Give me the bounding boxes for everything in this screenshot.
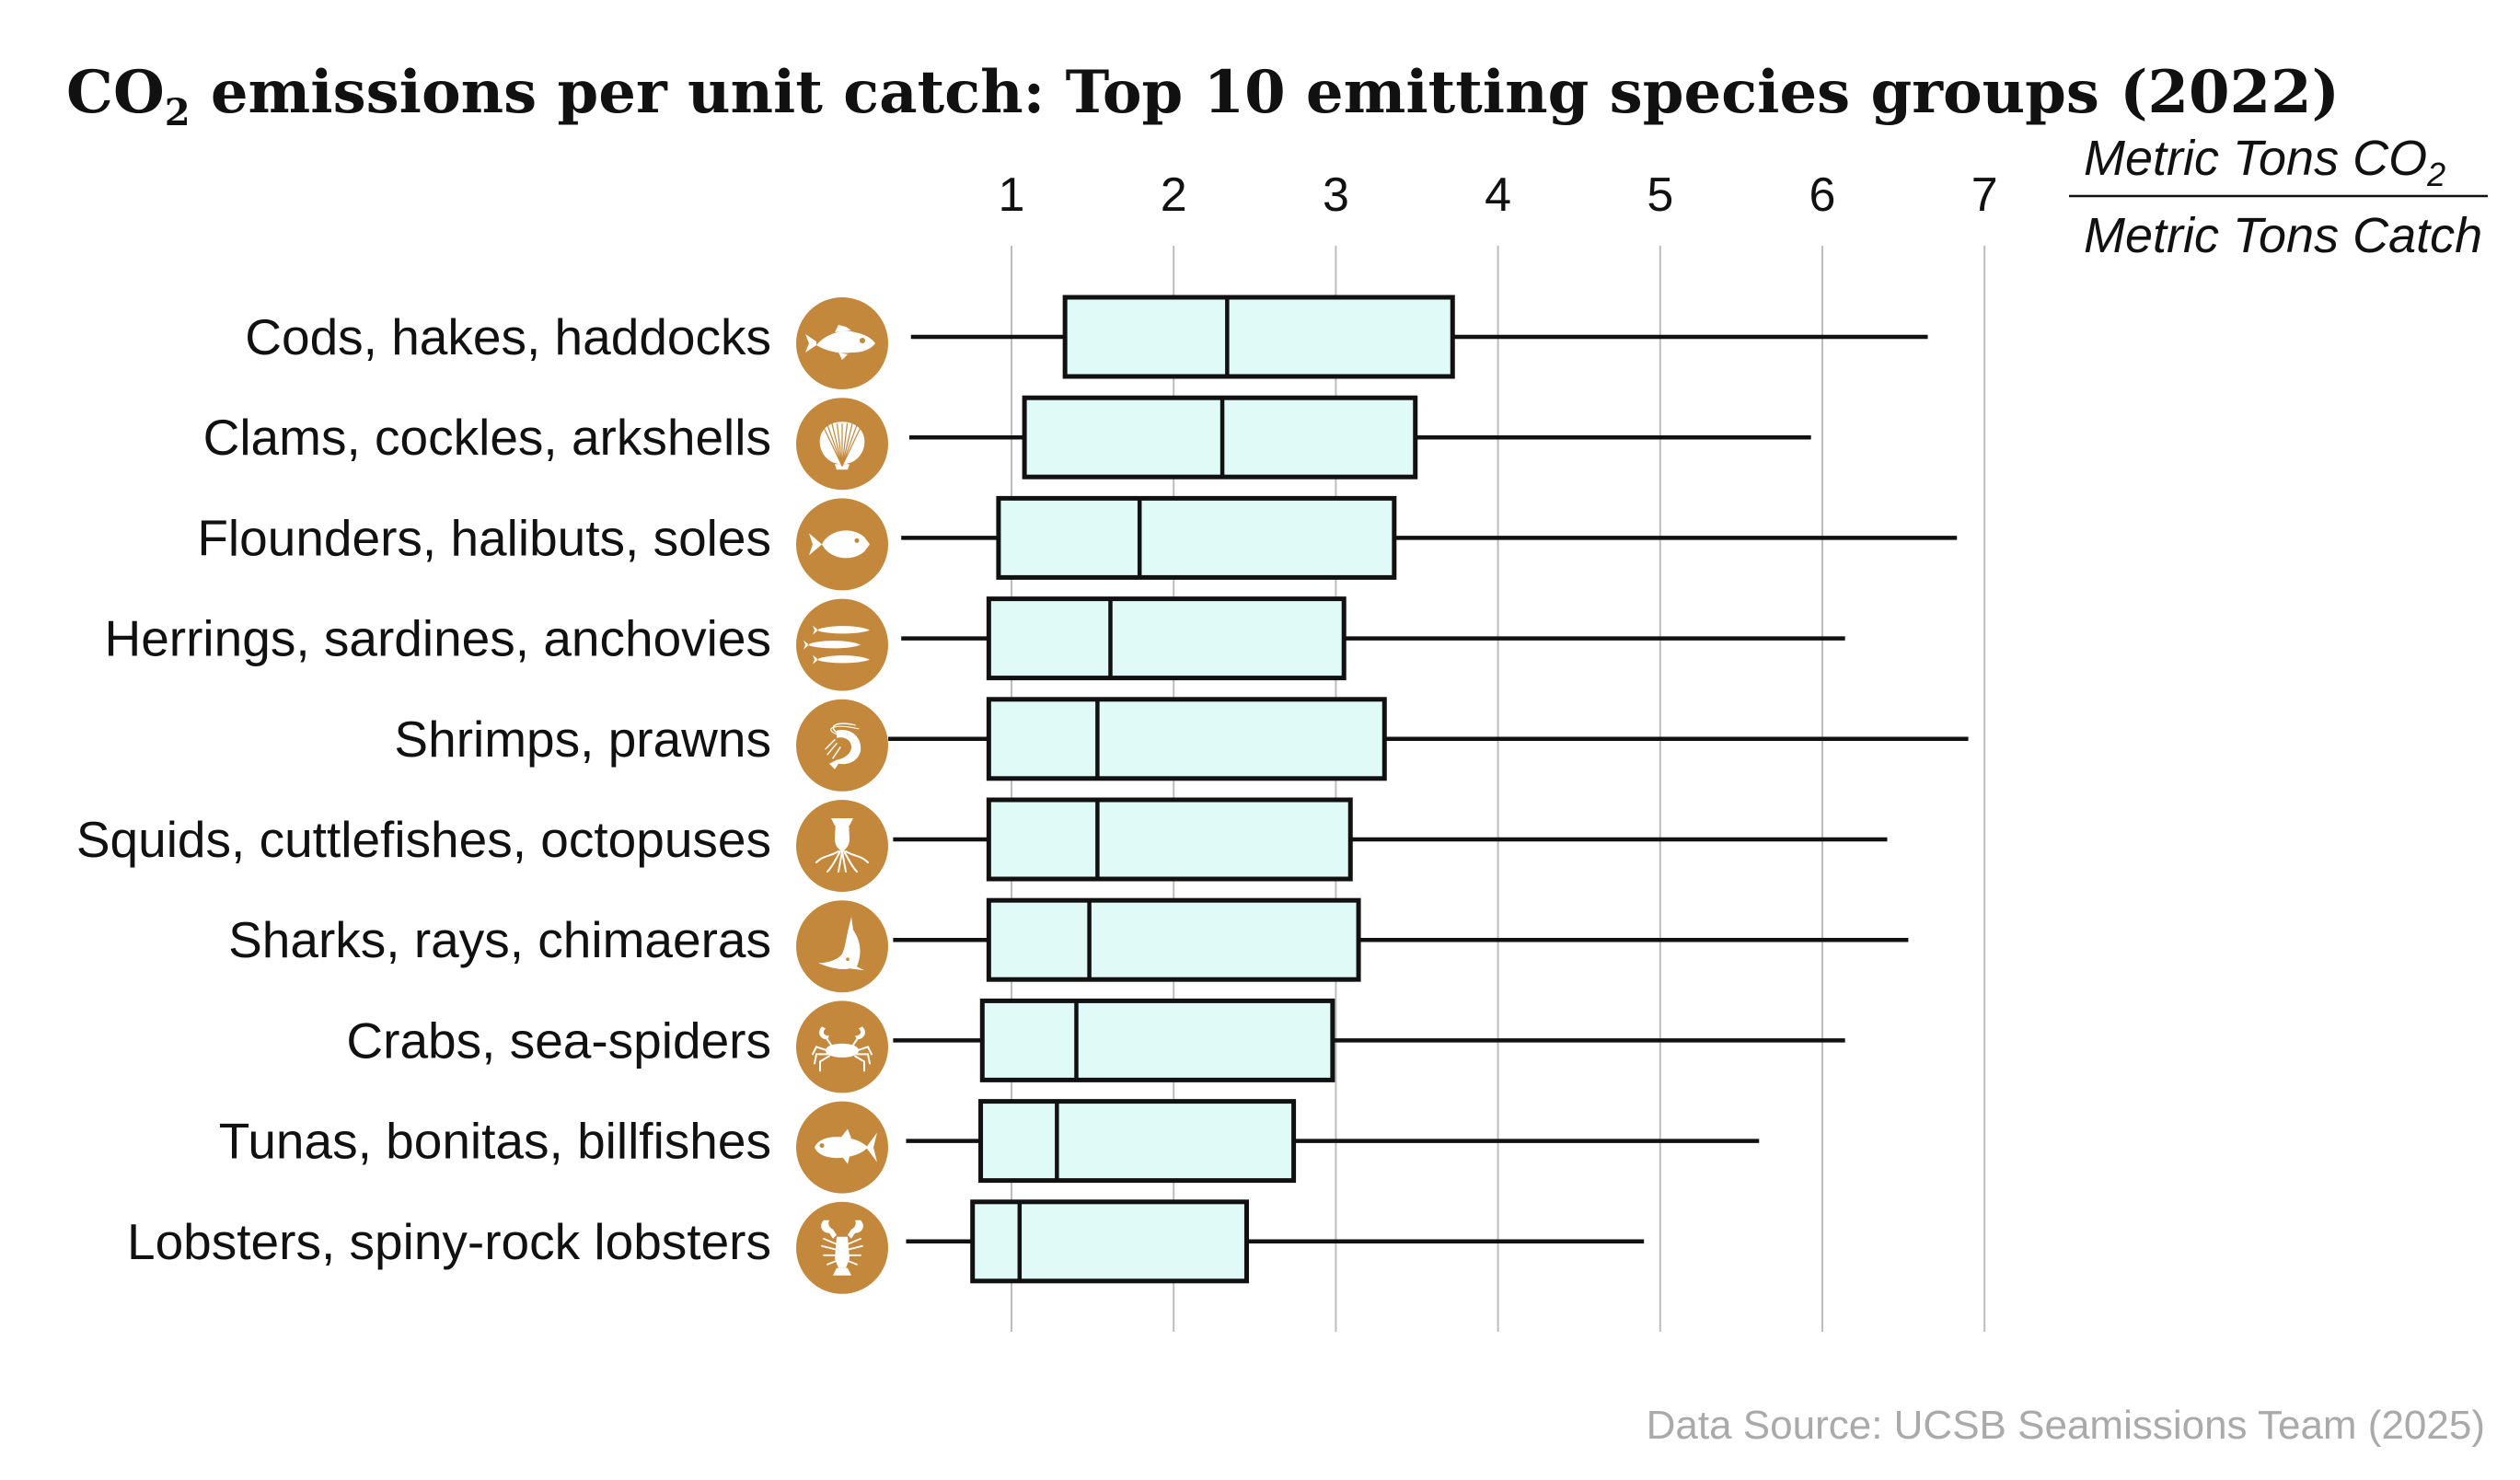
- iqr-box: [986, 897, 1361, 982]
- unit-numerator: Metric Tons CO2: [2084, 131, 2445, 193]
- unit-label: Metric Tons CO2 Metric Tons Catch: [2069, 131, 2488, 263]
- unit-numerator-text: Metric Tons CO: [2084, 131, 2427, 186]
- category-label: Flounders, halibuts, soles: [197, 509, 771, 566]
- box-row: Tunas, bonitas, billfishes: [219, 1099, 1760, 1194]
- box-row: Sharks, rays, chimaeras: [228, 897, 1909, 993]
- tuna-icon: [796, 1101, 888, 1194]
- box-row: Clams, cockles, arkshells: [203, 395, 1811, 491]
- clam-shell-icon: [796, 398, 888, 491]
- box-row: Squids, cuttlefishes, octopuses: [76, 797, 1888, 892]
- category-label: Lobsters, spiny-rock lobsters: [127, 1213, 771, 1270]
- category-label: Herrings, sardines, anchovies: [104, 610, 771, 667]
- squid-icon: [796, 800, 888, 892]
- box-row: Shrimps, prawns: [394, 697, 1969, 792]
- title-co-text: CO: [66, 58, 165, 127]
- x-tick-label: 6: [1809, 168, 1836, 222]
- category-label: Sharks, rays, chimaeras: [228, 911, 771, 968]
- box-row: Lobsters, spiny-rock lobsters: [127, 1199, 1645, 1294]
- category-label: Crabs, sea-spiders: [346, 1012, 771, 1069]
- chart-title: CO2 emissions per unit catch: Top 10 emi…: [66, 58, 2340, 134]
- x-tick-label: 4: [1485, 168, 1511, 222]
- shrimp-icon: [796, 699, 888, 792]
- crab-icon: [796, 1000, 888, 1093]
- herring-fish-icon: [796, 598, 888, 691]
- iqr-box: [979, 998, 1335, 1082]
- title-subscript: 2: [165, 91, 191, 134]
- x-tick-label: 7: [1971, 168, 1998, 222]
- unit-denominator: Metric Tons Catch: [2084, 208, 2482, 263]
- x-tick-label: 2: [1161, 168, 1187, 222]
- cod-fish-icon: [796, 297, 888, 389]
- iqr-box: [1062, 295, 1455, 379]
- flounder-fish-icon: [796, 498, 888, 591]
- lobster-icon: [796, 1201, 888, 1294]
- x-tick-label: 3: [1323, 168, 1349, 222]
- iqr-box: [978, 1099, 1297, 1184]
- iqr-box: [986, 596, 1347, 681]
- x-tick-label: 5: [1647, 168, 1673, 222]
- iqr-box: [986, 797, 1353, 882]
- box-row: Cods, hakes, haddocks: [245, 295, 1928, 389]
- x-tick-label: 1: [999, 168, 1025, 222]
- category-label: Shrimps, prawns: [394, 711, 771, 768]
- category-label: Clams, cockles, arkshells: [203, 409, 771, 466]
- x-axis-ticks: 1 2 3 4 5 6 7: [999, 168, 1998, 222]
- title-rest-text: emissions per unit catch: Top 10 emittin…: [191, 58, 2340, 127]
- unit-numerator-subscript: 2: [2426, 156, 2445, 193]
- icon-circle: [796, 900, 888, 993]
- shark-icon: [796, 900, 888, 993]
- category-label: Cods, hakes, haddocks: [245, 308, 771, 365]
- box-row: Crabs, sea-spiders: [346, 998, 1845, 1093]
- category-label: Squids, cuttlefishes, octopuses: [76, 811, 771, 868]
- iqr-box: [970, 1199, 1249, 1284]
- data-source-note: Data Source: UCSB Seamissions Team (2025…: [1647, 1403, 2485, 1448]
- box-row: Herrings, sardines, anchovies: [104, 596, 1845, 691]
- box-rows: Cods, hakes, haddocks Clams, cockles, ark…: [76, 295, 1969, 1294]
- iqr-box: [996, 495, 1397, 580]
- iqr-box: [1022, 395, 1418, 480]
- icon-circle: [796, 699, 888, 792]
- category-label: Tunas, bonitas, billfishes: [219, 1113, 771, 1170]
- iqr-box: [986, 697, 1387, 781]
- box-row: Flounders, halibuts, soles: [197, 495, 1958, 591]
